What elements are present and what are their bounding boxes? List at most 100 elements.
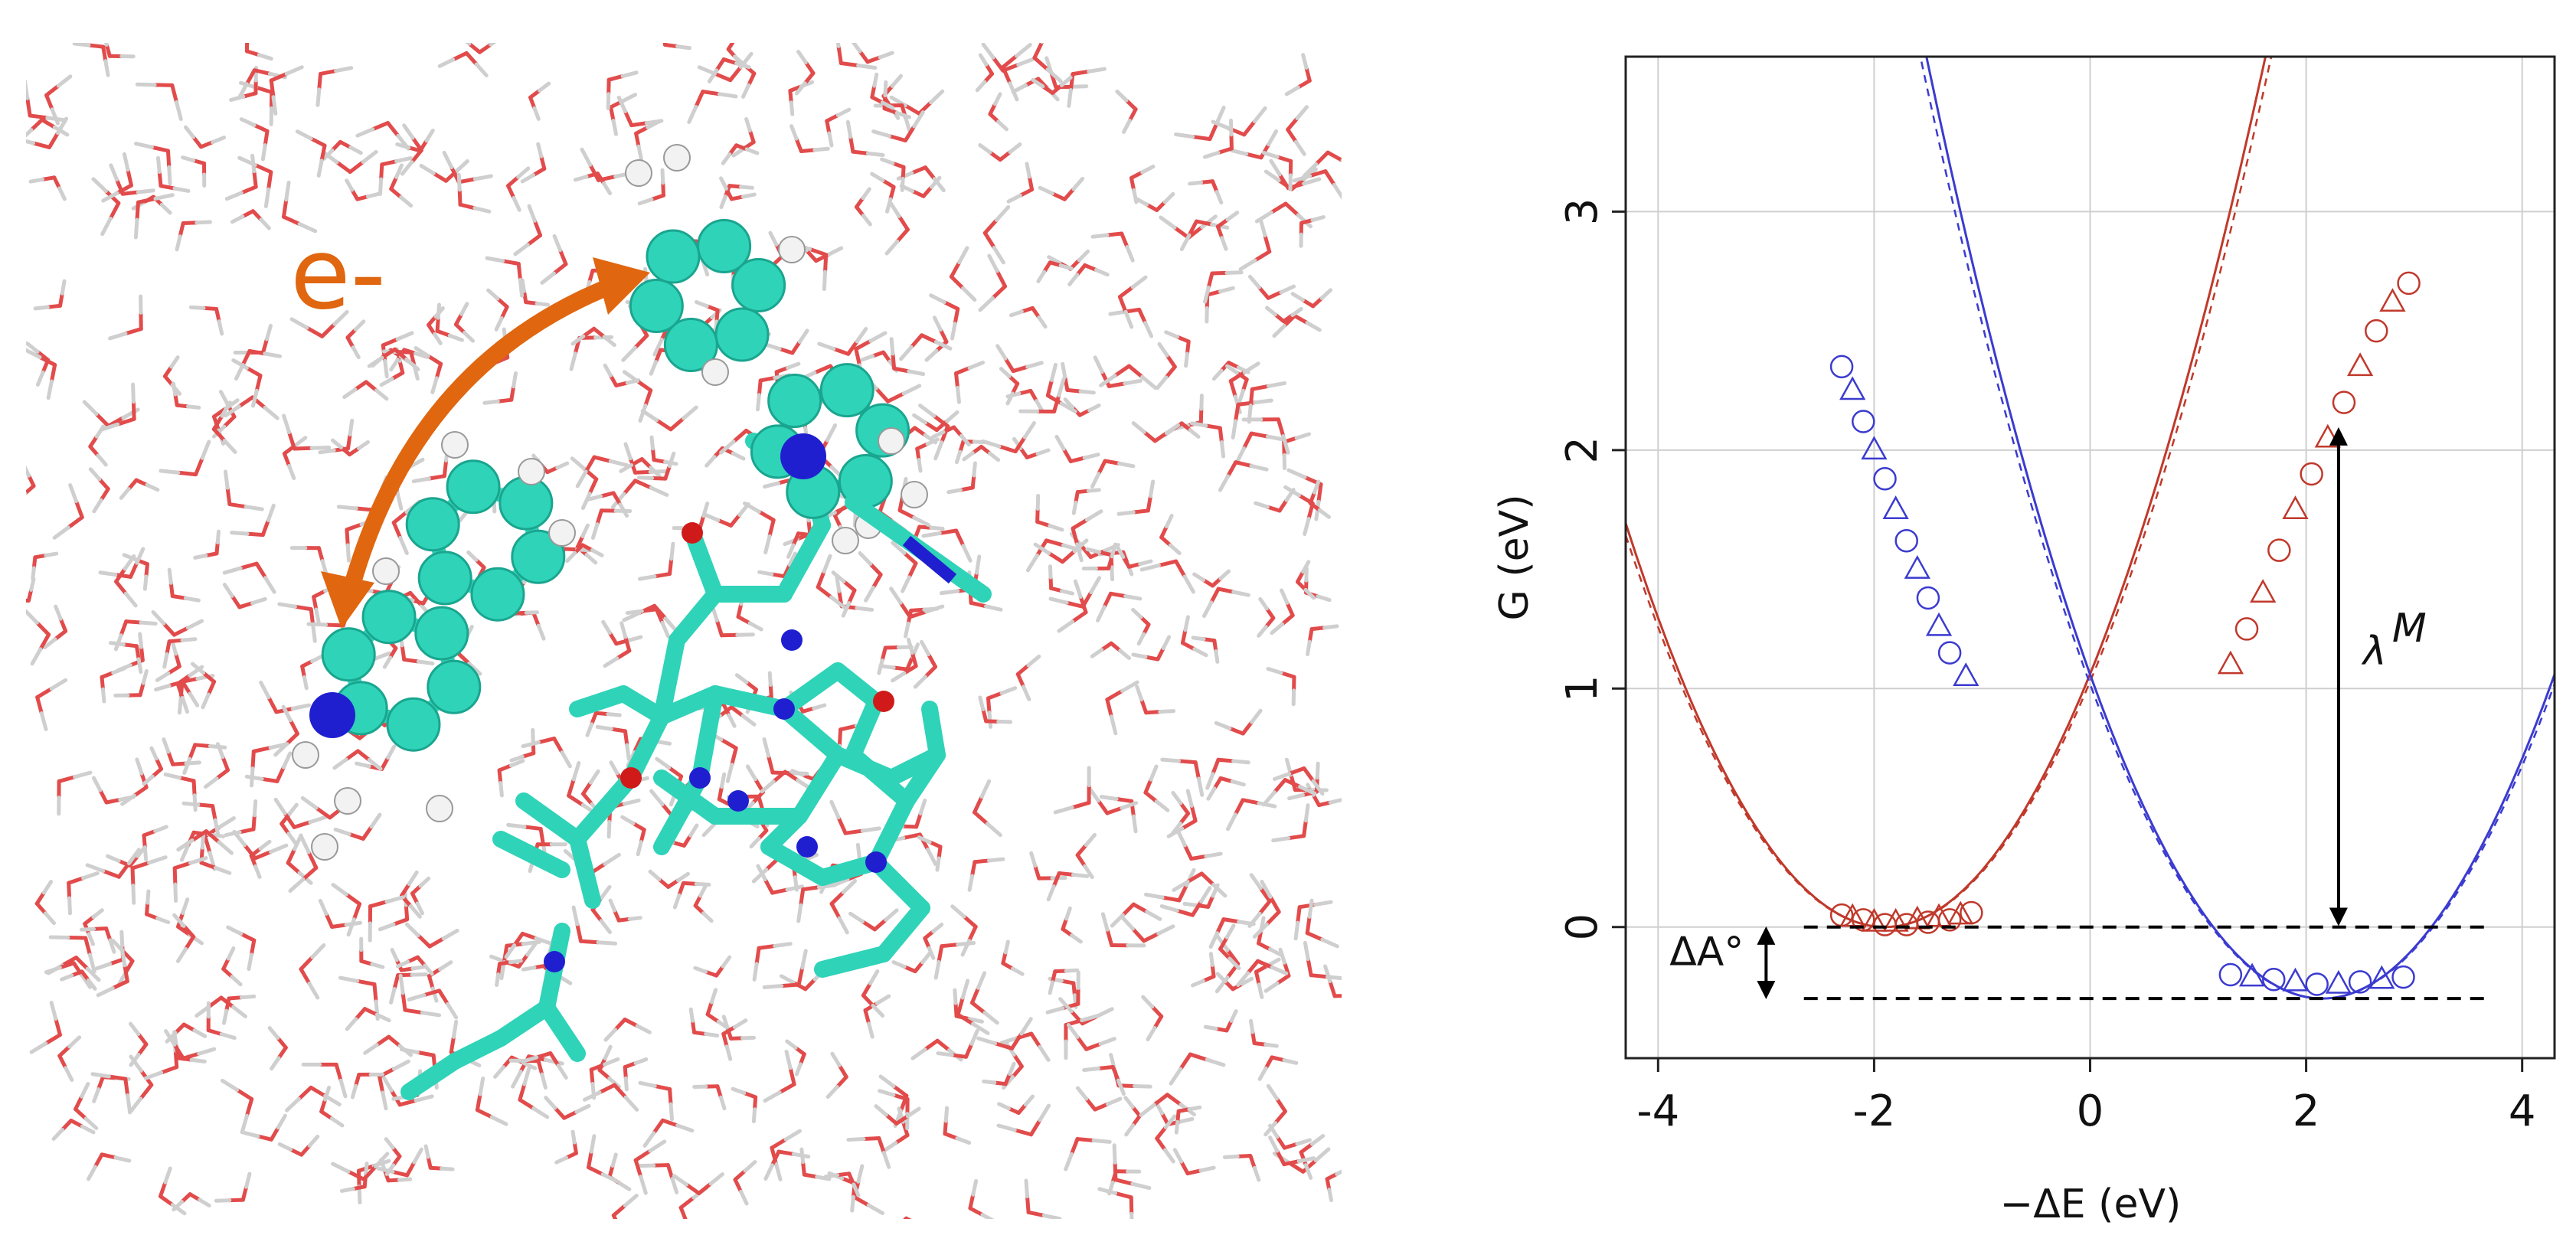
water-molecule: [625, 607, 670, 639]
water-molecule: [1067, 263, 1110, 286]
water-molecule: [968, 1178, 995, 1219]
water-molecule: [607, 1152, 632, 1191]
water-molecule: [528, 81, 551, 121]
water-molecule: [648, 869, 690, 889]
carbon-atom: [427, 659, 482, 714]
water-molecule: [619, 457, 662, 479]
water-molecule: [703, 502, 750, 528]
water-molecule: [521, 1051, 568, 1080]
water-molecule: [1081, 542, 1117, 571]
water-molecule: [1075, 1086, 1123, 1112]
water-molecule: [1139, 1093, 1196, 1117]
water-molecule: [861, 969, 885, 1018]
x-tick-label: 2: [2293, 1086, 2320, 1136]
water-molecule: [482, 371, 518, 405]
water-molecule: [904, 606, 940, 639]
water-molecule: [1100, 912, 1146, 948]
water-molecule: [603, 621, 632, 668]
bond: [776, 701, 846, 763]
water-molecule: [145, 889, 171, 925]
chart-svg: λ M ΔA° -4 -2 0 2 4 0 1 2 3 −ΔE (eV) G (eV): [1492, 55, 2556, 1227]
water-molecule: [222, 583, 267, 609]
water-molecule: [1035, 493, 1064, 532]
bond: [875, 900, 930, 962]
hydrogen-atom: [292, 741, 319, 769]
carbon-atom: [511, 529, 566, 584]
data-point-triangle: [2314, 423, 2341, 448]
water-molecule: [211, 400, 237, 454]
water-molecule: [719, 176, 757, 201]
water-molecule: [1172, 1148, 1216, 1176]
data-point-triangle: [1925, 612, 1953, 636]
carbon-atom: [697, 219, 752, 274]
water-molecule: [1257, 1055, 1299, 1081]
data-point-circle: [2267, 538, 2291, 562]
data-point-triangle: [1904, 905, 1930, 930]
water-molecule: [622, 370, 653, 423]
water-molecule: [162, 637, 198, 669]
water-molecule: [1120, 914, 1175, 943]
water-molecule: [1001, 939, 1025, 976]
water-molecule: [378, 155, 413, 196]
water-molecule: [1218, 460, 1269, 492]
chart-curves: [1626, 57, 2555, 1000]
water-molecule: [1254, 201, 1313, 229]
water-molecule: [60, 969, 97, 991]
water-molecule: [891, 951, 932, 974]
nitrogen-atom: [780, 433, 826, 479]
water-molecule: [1135, 685, 1176, 715]
water-molecule: [1105, 680, 1139, 736]
water-molecule: [233, 323, 273, 355]
water-molecule: [119, 478, 160, 500]
water-molecule: [1254, 488, 1296, 513]
water-molecule: [135, 82, 183, 121]
water-molecule: [191, 662, 217, 710]
hydrogen-atom: [901, 481, 928, 508]
data-point-circle: [1829, 355, 1854, 379]
water-molecule: [1272, 313, 1322, 338]
water-molecule: [407, 988, 459, 1020]
carbon-atom: [714, 307, 770, 362]
water-molecule: [52, 483, 84, 540]
water-molecule: [188, 305, 224, 336]
water-molecule: [936, 1028, 979, 1059]
water-molecule: [1201, 587, 1250, 619]
bond: [691, 685, 724, 786]
hydrogen-atom: [441, 431, 469, 459]
x-tick-label: 4: [2509, 1086, 2536, 1136]
water-molecule: [1061, 906, 1083, 944]
heteroatom: [727, 790, 749, 812]
water-molecule: [282, 436, 308, 481]
carbon-atom: [731, 257, 786, 312]
water-molecule: [831, 570, 857, 618]
water-molecule: [1271, 803, 1310, 843]
water-molecule: [1024, 1178, 1062, 1219]
bond: [845, 693, 884, 763]
bond: [883, 747, 946, 786]
water-molecule: [585, 711, 622, 737]
data-point-triangle: [2217, 650, 2244, 675]
water-molecule: [999, 1031, 1051, 1062]
heteroatom: [773, 698, 795, 720]
water-molecule: [796, 883, 837, 923]
water-molecule: [882, 1106, 910, 1153]
data-point-circle: [1852, 410, 1875, 433]
water-molecule: [1048, 968, 1080, 995]
water-molecule: [608, 898, 642, 923]
bond: [868, 854, 930, 917]
water-molecule: [863, 994, 891, 1039]
water-molecule: [497, 759, 525, 798]
water-molecule: [999, 367, 1020, 406]
water-molecule: [950, 904, 978, 957]
water-molecule: [1292, 169, 1342, 200]
peptide-molecule: [292, 144, 992, 1100]
water-molecule: [155, 155, 191, 193]
water-molecule: [100, 666, 127, 704]
water-molecule: [829, 799, 881, 835]
water-molecule: [1131, 635, 1172, 662]
water-molecule: [1302, 150, 1342, 178]
water-molecule: [623, 1057, 649, 1092]
water-molecule: [506, 166, 531, 212]
water-molecule: [72, 43, 110, 77]
water-molecule: [1099, 364, 1158, 390]
